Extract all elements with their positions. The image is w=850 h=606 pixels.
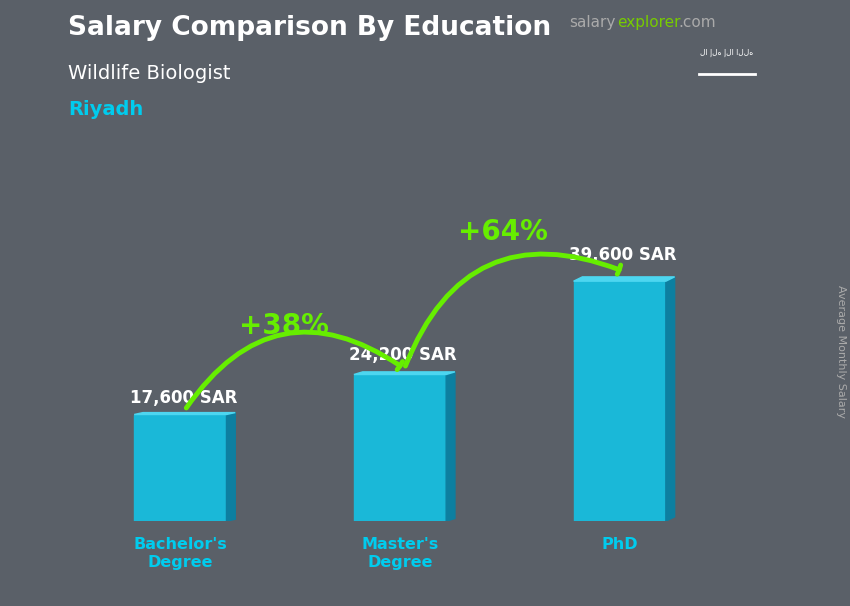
Polygon shape [666,277,675,521]
Bar [574,281,666,521]
Polygon shape [574,277,675,281]
Text: 24,200 SAR: 24,200 SAR [349,346,457,364]
Bar [134,415,226,521]
Text: 17,600 SAR: 17,600 SAR [130,389,237,407]
Text: explorer: explorer [617,15,681,30]
Text: +64%: +64% [458,218,548,246]
Polygon shape [226,413,235,521]
Text: Riyadh: Riyadh [68,100,144,119]
Text: Average Monthly Salary: Average Monthly Salary [836,285,846,418]
Text: لا إله إلا الله: لا إله إلا الله [700,48,753,57]
Text: Wildlife Biologist: Wildlife Biologist [68,64,230,82]
Text: .com: .com [678,15,716,30]
Text: +38%: +38% [239,312,328,340]
Polygon shape [354,372,455,375]
Polygon shape [134,413,235,415]
Text: 39,600 SAR: 39,600 SAR [570,247,677,264]
Text: salary: salary [570,15,616,30]
Polygon shape [446,372,455,521]
Bar [354,375,446,521]
Text: Salary Comparison By Education: Salary Comparison By Education [68,15,551,41]
